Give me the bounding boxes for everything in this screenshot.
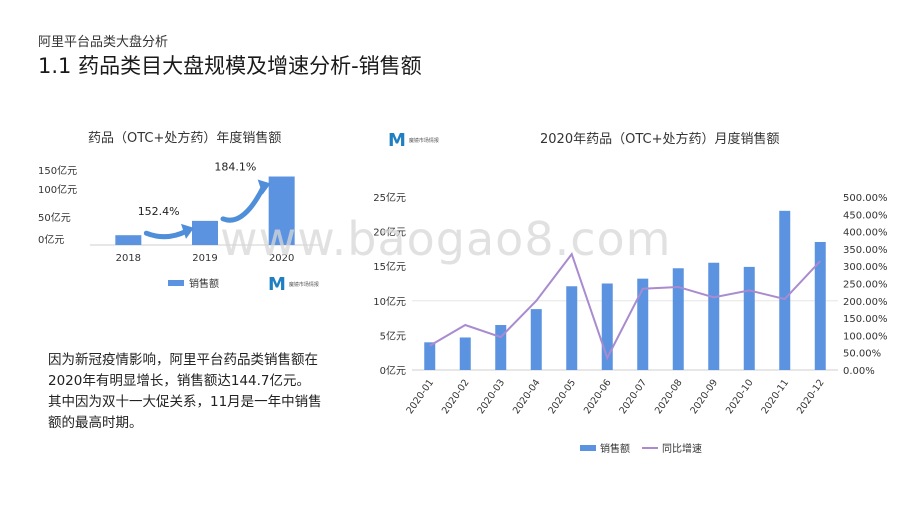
bar (779, 210, 791, 370)
bar (459, 337, 471, 370)
growth-arrow (143, 228, 190, 240)
y-tick-label: 0亿元 (38, 233, 64, 246)
y-right-tick-label: 50.00% (843, 349, 881, 360)
legend-label: 销售额 (189, 277, 219, 290)
y-right-tick-label: 450.00% (843, 210, 888, 221)
legend-label-bar: 销售额 (600, 442, 630, 455)
x-tick-label: 2020-10 (724, 377, 756, 416)
x-tick-label: 2020-06 (582, 377, 614, 416)
y-right-tick-label: 150.00% (843, 314, 888, 325)
x-tick-label: 2020-03 (475, 377, 507, 416)
legend-swatch (168, 280, 184, 286)
bar (115, 235, 142, 245)
bar (814, 241, 826, 370)
x-tick-label: 2020-08 (653, 377, 685, 416)
y-right-tick-label: 500.00% (843, 193, 888, 204)
y-right-tick-label: 300.00% (843, 262, 888, 273)
y-left-tick-label: 15亿元 (373, 260, 406, 273)
page-subtitle: 阿里平台品类大盘分析 (38, 35, 169, 50)
legend-swatch-bar (580, 445, 596, 451)
bar (192, 220, 218, 245)
y-tick-label: 100亿元 (38, 183, 77, 196)
x-tick-label: 2020-04 (511, 377, 543, 416)
growth-line (429, 251, 821, 361)
y-left-tick-label: 25亿元 (373, 191, 406, 204)
bar (672, 268, 684, 370)
summary-text: 因为新冠疫情影响，阿里平台药品类销售额在2020年有明显增长，销售额达144.7… (48, 352, 322, 431)
x-tick-label: 2020-05 (546, 377, 578, 416)
bar (637, 278, 649, 370)
legend-label-line: 同比增速 (662, 442, 702, 455)
x-tick-label: 2020-12 (795, 377, 827, 416)
y-right-tick-label: 350.00% (843, 245, 888, 256)
x-tick-label: 2019 (192, 253, 217, 264)
bar (268, 176, 295, 245)
bar (743, 266, 755, 370)
page-title: 1.1 药品类目大盘规模及增速分析-销售额 (38, 54, 422, 78)
x-tick-label: 2020-01 (404, 377, 436, 416)
y-right-tick-label: 200.00% (843, 297, 888, 308)
y-right-tick-label: 400.00% (843, 228, 888, 239)
x-tick-label: 2020-11 (759, 377, 791, 416)
y-tick-label: 50亿元 (38, 211, 71, 224)
annual-chart-title: 药品（OTC+处方药）年度销售额 (88, 131, 282, 146)
x-tick-label: 2020-09 (688, 377, 720, 416)
growth-label: 152.4% (138, 205, 180, 218)
logo-mark-small: M (268, 274, 286, 295)
bar (530, 309, 542, 370)
x-tick-label: 2020-07 (617, 377, 649, 416)
y-left-tick-label: 20亿元 (373, 226, 406, 239)
growth-arrowhead (181, 223, 194, 239)
y-tick-label: 150亿元 (38, 164, 77, 177)
y-right-tick-label: 0.00% (843, 366, 875, 377)
x-tick-label: 2020 (269, 253, 294, 264)
bar (601, 283, 613, 370)
y-right-tick-label: 250.00% (843, 280, 888, 291)
bar (495, 325, 507, 370)
growth-label: 184.1% (214, 161, 256, 174)
logo: M 魔镜市场情报 (388, 130, 439, 151)
y-right-tick-label: 100.00% (843, 331, 888, 342)
y-left-tick-label: 10亿元 (373, 295, 406, 308)
y-left-tick-label: 0亿元 (380, 364, 406, 377)
x-tick-label: 2018 (116, 253, 141, 264)
x-tick-label: 2020-02 (440, 377, 472, 416)
growth-arrowhead (257, 179, 271, 195)
logo-text: 魔镜市场情报 (408, 137, 439, 144)
monthly-chart-title: 2020年药品（OTC+处方药）月度销售额 (540, 132, 780, 147)
y-left-tick-label: 5亿元 (380, 329, 406, 342)
logo-mark: M (388, 130, 406, 151)
bar (566, 286, 578, 370)
watermark: www.baogao8.com (220, 212, 672, 266)
bar (708, 262, 720, 370)
logo-text-small: 魔镜市场情报 (288, 281, 319, 288)
growth-arrow (220, 184, 267, 223)
bar (424, 342, 436, 370)
logo-small: M 魔镜市场情报 (268, 274, 319, 295)
